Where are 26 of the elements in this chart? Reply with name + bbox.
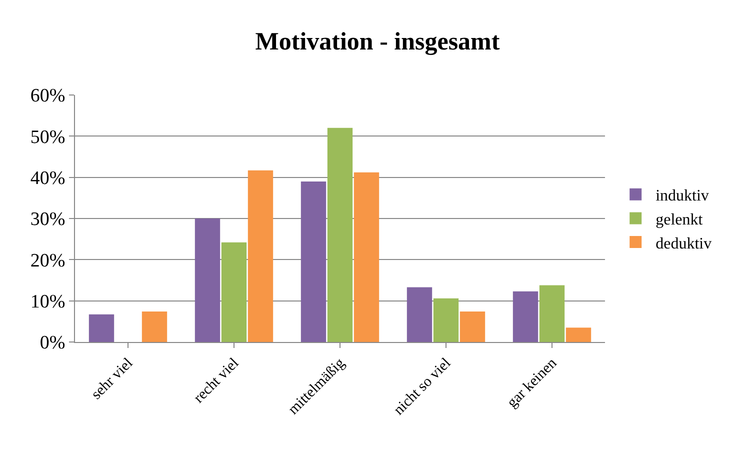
bar bbox=[566, 328, 592, 342]
legend-label: deduktiv bbox=[656, 235, 712, 252]
bar bbox=[142, 312, 168, 342]
bar bbox=[433, 298, 459, 342]
y-tick-label: 40% bbox=[30, 168, 66, 189]
y-tick-label: 30% bbox=[30, 209, 66, 230]
bar bbox=[327, 128, 353, 342]
legend-label: gelenkt bbox=[656, 211, 704, 228]
bar bbox=[460, 312, 486, 342]
bar bbox=[354, 172, 380, 342]
bar bbox=[300, 181, 326, 342]
y-tick-label: 0% bbox=[40, 332, 66, 354]
y-tick-label: 60% bbox=[30, 86, 66, 107]
x-tick-label: sehr viel bbox=[88, 355, 136, 403]
bar bbox=[512, 291, 538, 342]
legend-label: induktiv bbox=[656, 188, 709, 205]
y-tick-label: 10% bbox=[30, 291, 66, 312]
bar bbox=[406, 287, 432, 342]
bar bbox=[194, 218, 220, 342]
y-tick-label: 50% bbox=[30, 126, 66, 148]
bar bbox=[88, 314, 114, 342]
bar bbox=[539, 285, 565, 342]
y-tick-label: 20% bbox=[30, 250, 66, 272]
bar bbox=[248, 170, 274, 342]
bar bbox=[221, 242, 247, 342]
chart-title: Motivation - insgesamt bbox=[255, 28, 500, 56]
